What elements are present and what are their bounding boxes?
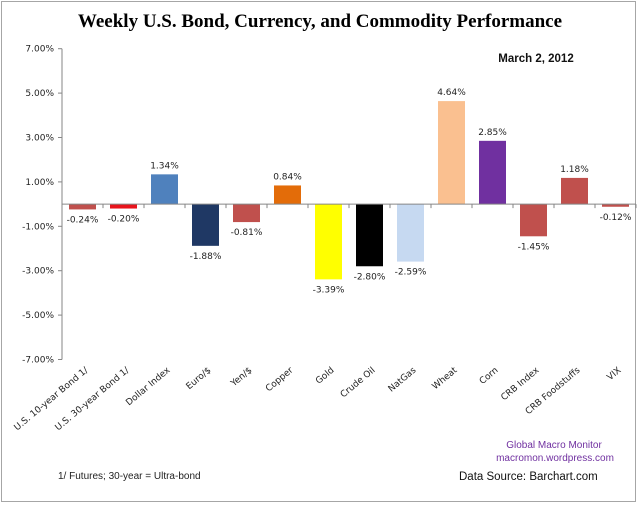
y-tick-label: 5.00% bbox=[25, 89, 54, 99]
x-tick-label: Crude Oil bbox=[339, 366, 378, 401]
y-tick-label: 1.00% bbox=[25, 178, 54, 188]
data-label: 1.34% bbox=[150, 161, 179, 171]
credit-name: Global Macro Monitor bbox=[506, 440, 602, 451]
data-label: -2.80% bbox=[354, 272, 386, 282]
y-tick-label: -7.00% bbox=[22, 356, 54, 366]
x-tick-label: Dollar Index bbox=[124, 365, 173, 408]
x-tick-label: U.S. 10-year Bond 1/ bbox=[13, 365, 91, 433]
bar bbox=[397, 204, 424, 262]
bar bbox=[479, 140, 506, 205]
data-label: -0.81% bbox=[231, 228, 263, 238]
bars: -0.24% -0.20% 1.34% -1.88% -0.81% 0.84% -3.39%… bbox=[67, 88, 632, 295]
data-label: -0.20% bbox=[108, 215, 140, 225]
credit-url[interactable]: macromon.wordpress.com bbox=[496, 453, 614, 464]
data-label: -1.45% bbox=[518, 242, 550, 252]
y-tick-label: 7.00% bbox=[25, 45, 54, 55]
y-tick-label: -5.00% bbox=[22, 311, 54, 321]
bar bbox=[69, 204, 96, 210]
data-label: -0.12% bbox=[600, 213, 632, 223]
chart-date: March 2, 2012 bbox=[498, 53, 573, 65]
y-tick-label: -1.00% bbox=[22, 222, 54, 232]
bar bbox=[192, 204, 219, 246]
x-tick-label: VIX bbox=[606, 366, 624, 383]
x-tick-label: CRB Index bbox=[499, 365, 541, 403]
bar bbox=[233, 204, 260, 223]
bar bbox=[110, 204, 137, 209]
data-label: 1.18% bbox=[560, 165, 589, 175]
data-label: 4.64% bbox=[437, 88, 466, 98]
data-label: -1.88% bbox=[190, 252, 222, 262]
bar bbox=[356, 204, 383, 267]
x-tick-label: Euro/$ bbox=[185, 366, 214, 392]
bar bbox=[438, 101, 465, 205]
x-tick-label: Gold bbox=[314, 366, 336, 387]
data-label: 0.84% bbox=[273, 172, 302, 182]
x-tick-label: Wheat bbox=[431, 365, 460, 392]
data-label: 2.85% bbox=[478, 128, 507, 138]
x-tick-label: NatGas bbox=[387, 365, 419, 394]
chart-title: Weekly U.S. Bond, Currency, and Commodit… bbox=[78, 11, 562, 32]
data-label: -3.39% bbox=[313, 285, 345, 295]
bar bbox=[602, 204, 629, 207]
bar bbox=[561, 177, 588, 205]
x-tick-label: Corn bbox=[478, 366, 501, 387]
y-axis: 7.00% 5.00% 3.00% 1.00% -1.00% -3.00% -5.00% -7… bbox=[22, 45, 63, 366]
data-source: Data Source: Barchart.com bbox=[459, 471, 598, 483]
x-tick-label: U.S. 30-year Bond 1/ bbox=[54, 365, 132, 433]
y-tick-label: -3.00% bbox=[22, 267, 54, 277]
bar bbox=[520, 204, 547, 237]
footnote: 1/ Futures; 30-year = Ultra-bond bbox=[58, 471, 201, 482]
y-tick-label: 3.00% bbox=[25, 134, 54, 144]
data-label: -0.24% bbox=[67, 215, 99, 225]
bar bbox=[315, 204, 342, 280]
x-tick-label: Yen/$ bbox=[229, 366, 255, 390]
bar bbox=[274, 185, 301, 205]
x-tick-label: Copper bbox=[264, 365, 296, 394]
bar bbox=[151, 174, 178, 205]
data-label: -2.59% bbox=[395, 268, 427, 278]
